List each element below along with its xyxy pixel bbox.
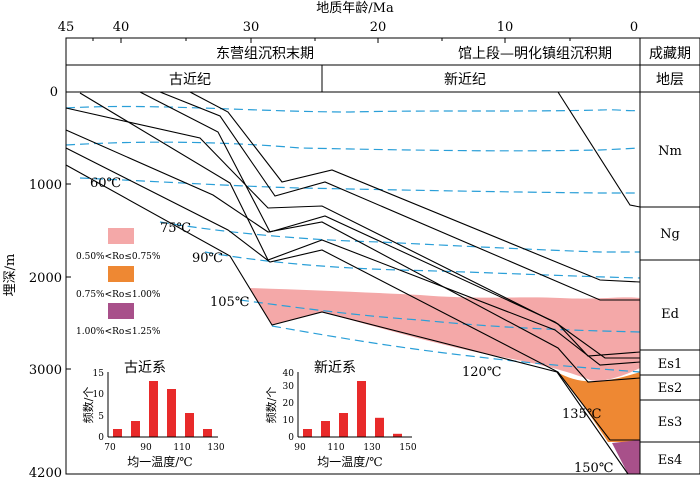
hist1-yticks: 0 5 10 15 [93,369,105,443]
hist2-xlabel: 均一温度/℃ [317,454,382,469]
legend-swatch-purple [108,303,134,319]
hist2-xtick-150: 150 [399,443,416,453]
left-axis-ticks [66,183,71,370]
age-tick-10: 10 [497,20,514,35]
isotherm-label-75: 75℃ [160,221,191,236]
hist1-ytick-15: 15 [93,369,105,379]
hist2-bar-3 [357,381,366,437]
histogram-neogene: 新近系 频数/个 0 10 20 30 40 90 110 130 150 均一… [264,360,417,469]
age-tick-30: 30 [243,20,260,35]
legend-swatch-pink [108,228,134,244]
isotherm-label-105: 105℃ [210,295,249,310]
stratum-es1: Es1 [658,357,682,372]
legend-label-pink: 0.50%<Ro≤0.75% [76,252,161,262]
period-label-accumulation: 成藏期 [649,46,691,62]
hist1-ytick-5: 5 [98,412,104,422]
hist2-ytick-40: 40 [283,369,295,379]
hist2-xtick-130: 130 [363,443,380,453]
hist1-xtick-130: 130 [207,443,224,453]
hist1-bar-5 [203,429,212,437]
hist1-xticks: 70 90 110 130 [104,443,225,453]
hist1-xtick-70: 70 [104,443,116,453]
legend-swatch-orange [108,266,134,282]
hist1-bar-3 [167,389,176,437]
burial-curves [65,91,641,475]
period-label-dongying: 东营组沉积末期 [216,46,314,62]
hist1-xtick-90: 90 [140,443,152,453]
isotherm-label-150: 150℃ [574,461,613,476]
ro-band-pink [250,288,640,381]
strata-column-label: 地层 [656,72,684,88]
hist2-yticks: 0 10 20 30 40 [283,369,295,443]
legend-label-purple: 1.00%<Ro≤1.25% [76,327,161,337]
hist2-bar-1 [321,421,330,437]
stratum-ng: Ng [660,227,680,242]
legend-label-orange: 0.75%<Ro≤1.00% [76,290,161,300]
hist2-xtick-110: 110 [327,443,344,453]
age-tick-45: 45 [58,20,75,35]
hist1-xlabel: 均一温度/℃ [127,454,192,469]
hist1-bars [113,381,212,437]
age-axis-ticks: 45 40 30 20 10 0 [58,20,638,35]
hist1-ytick-0: 0 [98,433,104,443]
hist1-bar-1 [131,421,140,437]
stratum-es4: Es4 [658,453,682,468]
hist1-ytick-10: 10 [93,390,105,400]
hist2-xticks: 90 110 130 150 [294,443,417,453]
isotherm-labels: 60℃ 75℃ 90℃ 105℃ 120℃ 135℃ 150℃ [90,176,613,476]
era-label-paleogene: 古近纪 [169,72,211,88]
hist1-title: 古近系 [124,360,166,376]
depth-tick-0: 0 [50,85,58,100]
hist2-xtick-90: 90 [294,443,306,453]
isotherm-label-60: 60℃ [90,176,121,191]
stratum-es2: Es2 [658,381,682,396]
hist2-ytick-30: 30 [283,382,295,392]
hist2-ytick-20: 20 [283,399,295,409]
period-label-guantao: 馆上段—明化镇组沉积期 [458,46,612,62]
frame [65,37,700,475]
hist2-ylabel: 频数/个 [264,387,278,424]
isotherm-label-135: 135℃ [562,407,601,422]
hist2-title: 新近系 [314,360,356,376]
hist1-bar-4 [185,413,194,437]
hist2-ytick-0: 0 [288,433,294,443]
stratum-nm: Nm [658,144,682,159]
hist2-bar-0 [303,429,312,437]
depth-tick-4200: 4200 [29,466,62,477]
hist1-ylabel: 频数/个 [81,387,95,424]
age-tick-0: 0 [630,20,638,35]
hist1-bar-0 [113,429,122,437]
era-label-neogene: 新近纪 [444,72,486,88]
isotherm-label-90: 90℃ [192,251,223,266]
hist2-bar-5 [393,433,402,437]
ro-band-orange [557,372,640,442]
hist2-bar-4 [375,417,384,437]
hist1-bar-2 [149,381,158,437]
isotherm-label-120: 120℃ [462,365,501,380]
age-tick-20: 20 [370,20,387,35]
hist1-xtick-110: 110 [173,443,190,453]
depth-tick-1000: 1000 [29,178,62,193]
strata-labels: Nm Ng Ed Es1 Es2 Es3 Es4 [658,144,682,468]
hist2-ytick-10: 10 [283,416,295,426]
hist2-bars [303,381,402,437]
depth-axis-ticks: 0 1000 2000 3000 4200 [29,85,62,477]
depth-tick-3000: 3000 [29,363,62,378]
ro-band-purple [612,440,640,474]
legend: 0.50%<Ro≤0.75% 0.75%<Ro≤1.00% 1.00%<Ro≤1… [76,228,161,337]
top-axis-ticks [92,38,571,43]
stratum-es3: Es3 [658,415,682,430]
age-axis-title: 地质年龄/Ma [316,1,394,16]
hist2-bar-2 [339,413,348,437]
age-tick-40: 40 [113,20,130,35]
histogram-paleogene: 古近系 频数/个 0 5 10 15 70 90 110 130 均一温度/℃ [81,360,225,469]
depth-tick-2000: 2000 [29,271,62,286]
depth-axis-title: 埋深/m [3,254,18,297]
stratum-ed: Ed [661,307,679,322]
